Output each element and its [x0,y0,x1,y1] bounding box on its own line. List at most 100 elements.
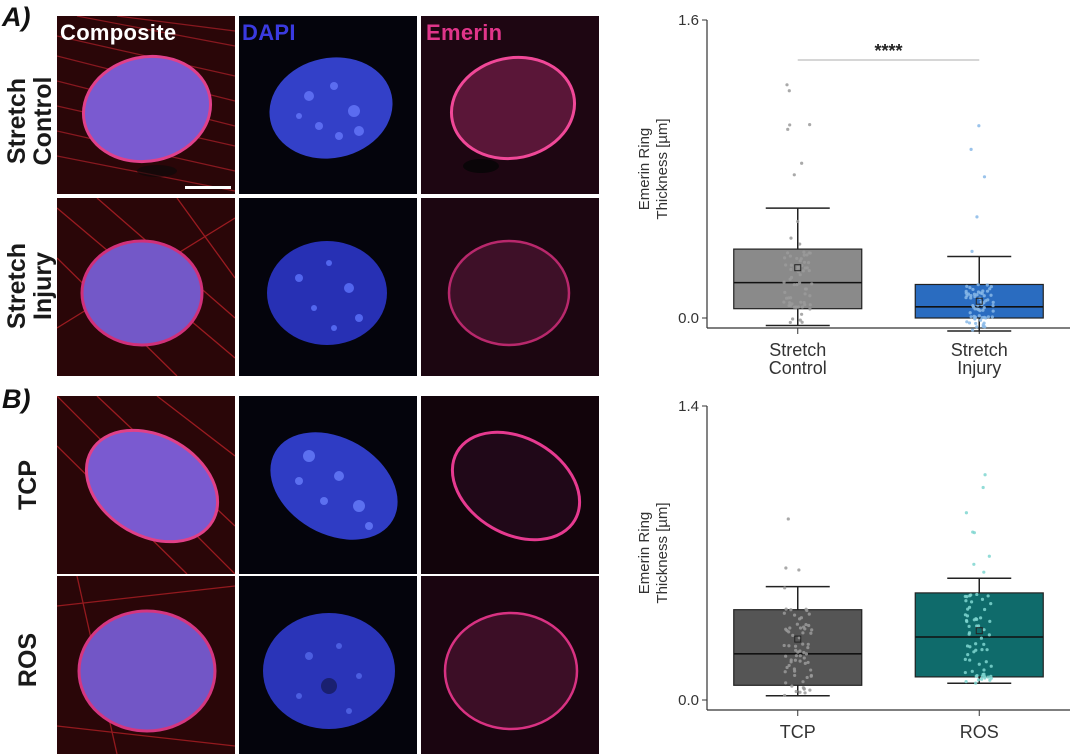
data-point [808,123,812,127]
data-point [798,242,802,246]
data-point [971,530,975,534]
channel-label-composite: Composite [60,20,177,45]
data-point [785,251,790,255]
box [733,609,863,686]
data-point [784,566,788,570]
data-point [804,607,808,611]
data-point [966,653,970,657]
image-a-control-emerin [421,16,599,194]
data-point [804,622,808,627]
scale-bar [185,186,231,189]
data-point [788,303,793,308]
data-point [809,631,813,635]
data-point [789,296,793,300]
data-point [965,320,969,324]
data-point [789,608,793,612]
data-point [976,307,981,312]
row-label-text: Stretch Injury [3,242,57,330]
data-point [964,680,968,684]
data-point [800,320,804,324]
data-point [983,675,987,679]
data-point [795,282,799,287]
row-label-text: Stretch Control [3,76,57,166]
data-point [981,289,985,293]
data-point [789,658,793,662]
data-point [796,305,800,309]
image-b-tcp-emerin [421,396,599,574]
image-a-injury-composite [57,198,235,376]
data-point [802,260,807,264]
data-point [802,250,806,254]
x-tick-label: Injury [957,358,1001,378]
data-point [982,642,986,646]
data-point [965,594,969,599]
data-point [803,292,807,296]
data-point [974,681,978,685]
data-point [790,684,794,688]
channel-label-emerin: Emerin [426,20,503,45]
data-point [974,321,978,326]
data-point [800,305,805,309]
data-point [796,265,800,270]
data-point [988,619,992,623]
data-point [807,612,811,616]
data-point [784,296,789,300]
data-point [977,662,981,666]
data-point [964,618,969,623]
data-point [985,648,989,652]
data-point [980,291,984,296]
data-point [980,316,984,320]
data-point [967,321,972,325]
data-point [802,651,806,655]
data-point [798,318,802,322]
data-point [982,301,986,305]
data-point [975,592,979,597]
data-point [806,260,811,265]
data-point [783,586,787,590]
y-label-line: Emerin Ring [636,512,653,595]
box [914,283,1044,319]
data-point [967,605,972,609]
data-point [782,643,786,648]
data-point [980,597,985,601]
x-tick-label: ROS [960,722,999,742]
data-point [964,599,968,603]
data-point [803,303,807,307]
data-point [977,124,981,128]
x-tick-label: Stretch [769,340,826,360]
data-point [980,674,984,678]
data-point [808,307,812,311]
data-point [991,300,995,305]
data-point [987,554,991,558]
data-point [800,312,804,316]
x-tick-label: TCP [780,722,816,742]
image-b-ros-emerin [421,576,599,754]
data-point [967,631,972,635]
data-point [789,236,793,240]
data-point [805,675,809,680]
image-a-control-composite [57,16,235,194]
data-point [802,253,806,257]
data-point [788,254,792,258]
data-point [784,627,788,631]
data-point [783,290,787,294]
data-point [969,600,974,604]
x-tick-label: Stretch [951,340,1008,360]
data-point [988,287,992,291]
data-point [792,173,796,177]
data-point [787,644,791,648]
data-point [973,317,977,321]
data-point [983,607,987,612]
data-point [806,660,810,665]
data-point [800,161,804,165]
data-point [809,668,813,672]
y-tick-label: 1.4 [678,398,699,415]
data-point [787,301,792,305]
data-point [798,259,802,263]
data-point [782,256,787,260]
data-point [794,305,798,309]
data-point [968,594,972,598]
data-point [793,673,797,678]
data-point [798,273,802,277]
data-point [785,665,789,670]
